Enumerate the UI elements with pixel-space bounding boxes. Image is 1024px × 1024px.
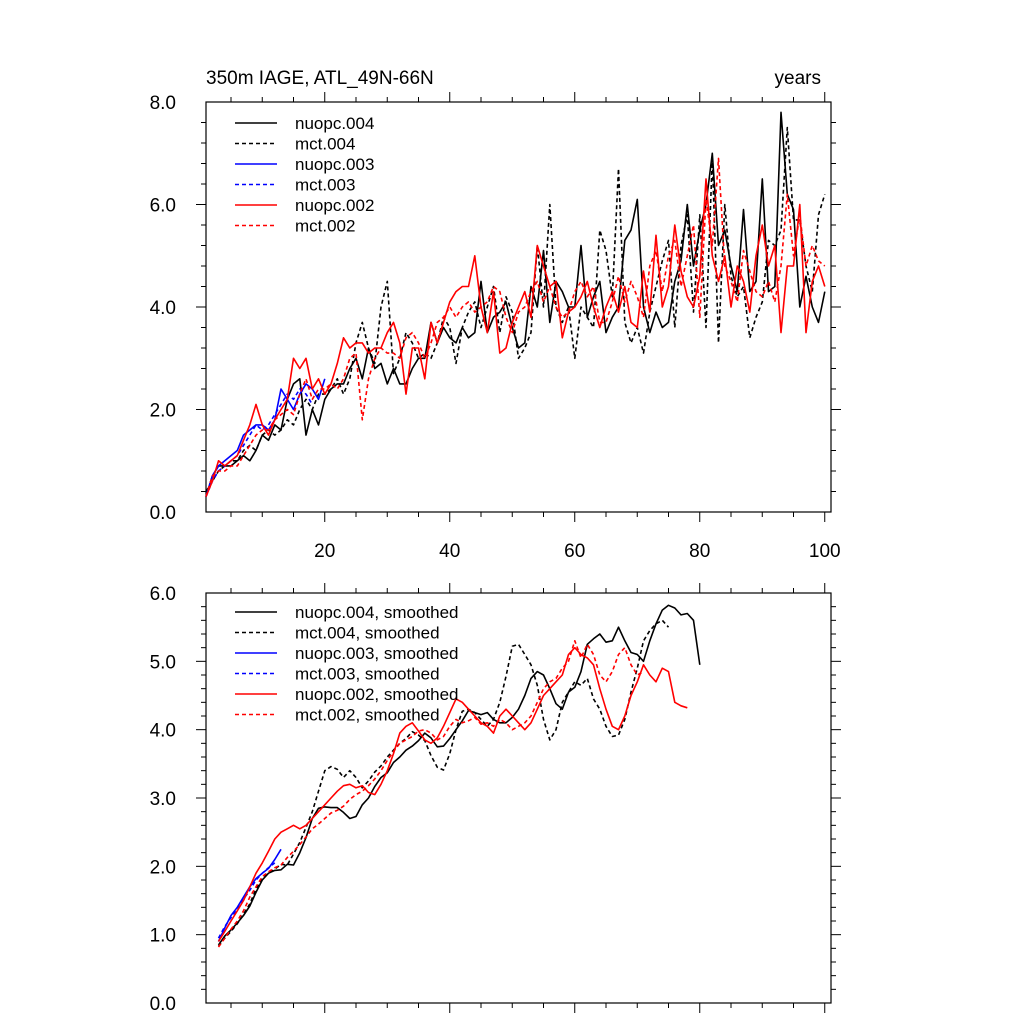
top-chart-panel: 350m IAGE, ATL_49N-66N years 20 40 60 80 100 0.… (150, 68, 841, 562)
series-line (205, 126, 826, 492)
y-tick-label: 2.0 (150, 857, 176, 878)
series-line (205, 178, 826, 497)
legend-label: mct.004 (295, 135, 355, 154)
legend-label: nuopc.004 (295, 114, 374, 133)
legend-label: mct.003, smoothed (295, 665, 440, 684)
y-tick-label: 1.0 (150, 926, 176, 947)
bottom-chart-panel: 0.0 1.0 2.0 3.0 4.0 5.0 6.0 nuopc.004, smoothed… (150, 583, 841, 1015)
x-tick-label: 100 (809, 541, 841, 562)
y-tick-label: 8.0 (150, 93, 176, 114)
x-tick-label: 40 (439, 541, 460, 562)
legend-label: nuopc.002, smoothed (295, 685, 459, 704)
legend-label: nuopc.002 (295, 196, 374, 215)
y-tick-label: 4.0 (150, 298, 176, 319)
legend-label: nuopc.003 (295, 155, 374, 174)
chart-right-title: years (775, 68, 821, 89)
series-line (205, 157, 826, 497)
y-tick-label: 2.0 (150, 401, 176, 422)
y-tick-label: 4.0 (150, 721, 176, 742)
y-tick-label: 0.0 (150, 994, 176, 1015)
legend-label: mct.003 (295, 176, 355, 195)
series-line (217, 639, 644, 948)
y-tick-label: 3.0 (150, 789, 176, 810)
x-tick-label: 20 (314, 541, 335, 562)
legend-label: mct.002, smoothed (295, 706, 440, 725)
legend-label: mct.004, smoothed (295, 624, 440, 643)
legend-label: mct.002 (295, 217, 355, 236)
y-tick-label: 6.0 (150, 584, 176, 605)
chart-title: 350m IAGE, ATL_49N-66N (206, 68, 434, 89)
y-tick-label: 0.0 (150, 503, 176, 524)
series-line (217, 646, 688, 942)
legend-label: nuopc.004, smoothed (295, 603, 459, 622)
series-line (217, 604, 701, 946)
series-line (205, 388, 313, 497)
x-tick-label: 80 (689, 541, 710, 562)
y-tick-label: 5.0 (150, 652, 176, 673)
series-line (217, 619, 670, 947)
y-tick-label: 6.0 (150, 196, 176, 217)
legend-label: nuopc.003, smoothed (295, 644, 459, 663)
x-tick-label: 60 (564, 541, 585, 562)
